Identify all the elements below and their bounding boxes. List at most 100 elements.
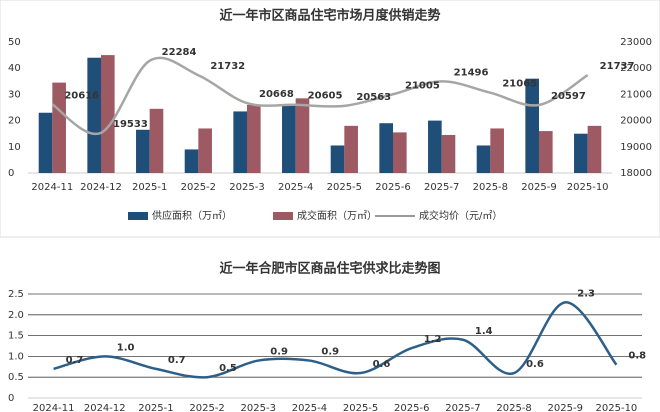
bar	[428, 120, 442, 173]
x-tick-label: 2024-11	[31, 182, 73, 193]
y2-tick-label: 19000	[620, 142, 652, 153]
x-tick-label: 2025-3	[241, 403, 276, 412]
bar	[441, 135, 456, 173]
x-tick-label: 2025-2	[189, 403, 224, 412]
bar	[198, 128, 212, 173]
x-tick-label: 2025-4	[292, 403, 327, 412]
data-label: 0.9	[270, 347, 288, 358]
data-label: 21065	[502, 79, 537, 90]
data-label: 0.6	[373, 359, 391, 370]
y-tick-label: 0.5	[8, 372, 24, 383]
data-label: 21496	[454, 67, 489, 78]
data-label: 22284	[162, 47, 197, 58]
data-label: 1.0	[117, 342, 135, 353]
y-tick-label: 2.0	[8, 310, 24, 321]
bar	[52, 82, 66, 173]
data-label: 20668	[259, 89, 294, 100]
data-label: 0.6	[526, 359, 544, 370]
bar	[476, 145, 491, 173]
x-tick-label: 2024-12	[84, 403, 126, 412]
data-label: 19533	[113, 119, 148, 130]
data-label: 1.2	[424, 334, 442, 345]
bar	[330, 145, 345, 173]
legend-swatch	[273, 212, 293, 220]
x-tick-label: 2025-6	[394, 403, 429, 412]
data-label: 20616	[64, 90, 99, 101]
x-tick-label: 2025-2	[181, 182, 216, 193]
x-tick-label: 2025-1	[138, 403, 173, 412]
data-label: 20563	[356, 92, 391, 103]
x-tick-label: 2025-5	[343, 403, 378, 412]
x-tick-label: 2025-8	[473, 182, 508, 193]
bar	[344, 125, 358, 173]
chart-title: 近一年市区商品住宅市场月度供销走势	[219, 8, 440, 24]
y2-tick-label: 21000	[620, 89, 652, 100]
data-label: 2.3	[577, 288, 595, 299]
bar	[587, 125, 602, 173]
y-tick-label: 2.5	[8, 289, 24, 300]
y-tick-label: 30	[8, 89, 21, 100]
bar	[379, 123, 393, 173]
x-tick-label: 2025-5	[327, 182, 362, 193]
bar	[295, 98, 310, 173]
bar	[490, 128, 504, 173]
data-label: 21737	[600, 61, 635, 72]
data-label: 0.9	[321, 347, 339, 358]
bar	[574, 133, 588, 173]
bar	[233, 111, 247, 173]
x-tick-label: 2025-10	[596, 403, 638, 412]
y-tick-label: 20	[8, 116, 21, 127]
data-label: 0.7	[168, 355, 186, 366]
y-tick-label: 0	[8, 393, 14, 404]
bar	[539, 131, 553, 173]
x-tick-label: 2025-7	[424, 182, 459, 193]
data-label: 1.4	[475, 326, 493, 337]
legend-label: 成交面积（万㎡）	[297, 209, 377, 222]
y-tick-label: 10	[8, 142, 21, 153]
bar	[282, 104, 296, 173]
x-tick-label: 2025-10	[567, 182, 609, 193]
bar	[136, 129, 150, 173]
x-tick-label: 2025-9	[548, 403, 583, 412]
y-tick-label: 40	[8, 63, 21, 74]
data-label: 21005	[405, 80, 440, 91]
y-tick-label: 50	[8, 37, 21, 48]
data-label: 0.5	[219, 363, 237, 374]
data-label: 0.7	[66, 355, 84, 366]
legend-label: 成交均价（元/㎡）	[419, 209, 502, 222]
bar	[149, 108, 164, 173]
y2-tick-label: 23000	[620, 37, 652, 48]
legend-swatch	[128, 212, 148, 220]
y-tick-label: 0	[8, 168, 14, 179]
y2-tick-label: 20000	[620, 116, 652, 127]
x-tick-label: 2025-6	[375, 182, 410, 193]
data-label: 20597	[551, 91, 586, 102]
data-label: 20605	[308, 91, 343, 102]
x-tick-label: 2025-7	[445, 403, 480, 412]
x-tick-label: 2025-4	[278, 182, 313, 193]
y-tick-label: 1.0	[8, 351, 24, 362]
bar	[393, 132, 407, 173]
x-tick-label: 2024-12	[80, 182, 122, 193]
bar	[184, 149, 199, 173]
y-tick-label: 1.5	[8, 331, 24, 342]
bar	[38, 112, 53, 173]
bar	[247, 104, 261, 173]
chart-title: 近一年合肥市区商品住宅供求比走势图	[219, 261, 440, 277]
bar	[101, 55, 115, 173]
data-label: 21732	[210, 61, 245, 72]
x-tick-label: 2025-3	[229, 182, 264, 193]
line	[51, 56, 589, 136]
bar	[87, 57, 101, 173]
bar	[525, 78, 539, 173]
x-tick-label: 2024-11	[33, 403, 75, 412]
line	[53, 301, 618, 379]
y2-tick-label: 22000	[620, 63, 652, 74]
data-label: 0.8	[628, 351, 646, 362]
legend-label: 供应面积（万㎡）	[152, 209, 232, 222]
x-tick-label: 2025-1	[132, 182, 167, 193]
x-tick-label: 2025-8	[496, 403, 531, 412]
y2-tick-label: 18000	[620, 168, 652, 179]
x-tick-label: 2025-9	[521, 182, 556, 193]
